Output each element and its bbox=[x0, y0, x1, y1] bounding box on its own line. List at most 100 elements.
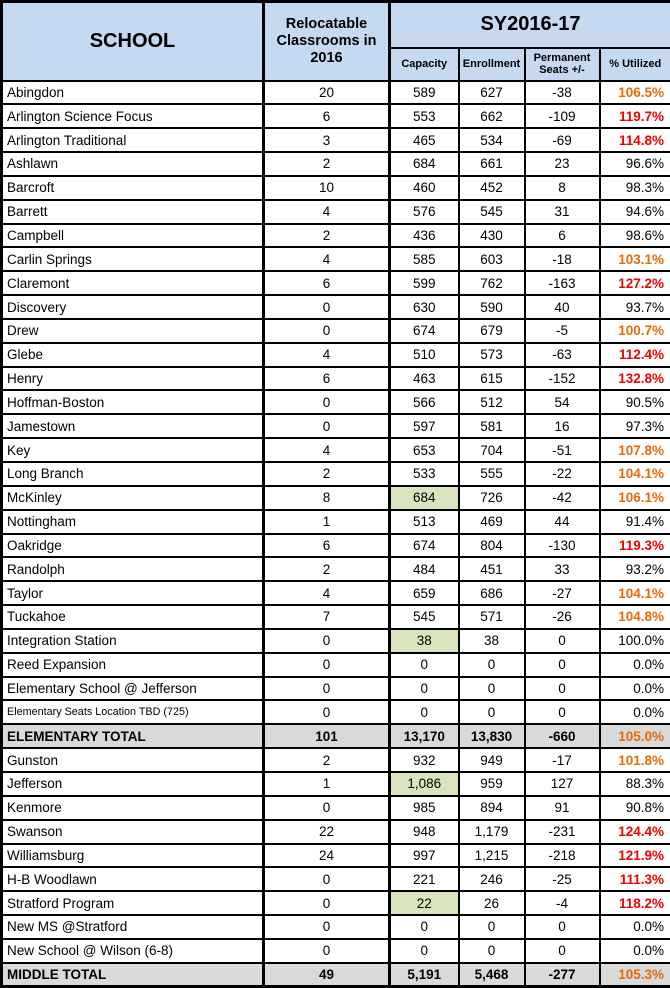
capacity-cell: 22 bbox=[390, 891, 459, 915]
permanent-seats-cell: -25 bbox=[525, 867, 600, 891]
capacity-cell: 674 bbox=[390, 534, 459, 558]
capacity-cell: 674 bbox=[390, 319, 459, 343]
enrollment-cell: 246 bbox=[459, 867, 525, 891]
school-name-cell: Kenmore bbox=[2, 796, 264, 820]
percent-utilized-cell: 100.7% bbox=[600, 319, 670, 343]
capacity-cell: 597 bbox=[390, 414, 459, 438]
permanent-seats-cell: -17 bbox=[525, 748, 600, 772]
school-name-cell: Oakridge bbox=[2, 534, 264, 558]
relocatable-classrooms-cell: 0 bbox=[264, 700, 390, 724]
school-name-cell: Campbell bbox=[2, 224, 264, 248]
enrollment-cell: 5,468 bbox=[459, 963, 525, 987]
percent-utilized-cell: 93.2% bbox=[600, 557, 670, 581]
capacity-cell: 948 bbox=[390, 820, 459, 844]
permanent-seats-cell: 54 bbox=[525, 390, 600, 414]
relocatable-classrooms-cell: 1 bbox=[264, 772, 390, 796]
enrollment-cell: 0 bbox=[459, 653, 525, 677]
column-header-enrollment: Enrollment bbox=[459, 48, 525, 81]
relocatable-classrooms-cell: 0 bbox=[264, 295, 390, 319]
percent-utilized-cell: 112.4% bbox=[600, 343, 670, 367]
percent-utilized-cell: 91.4% bbox=[600, 510, 670, 534]
school-name-cell: Gunston bbox=[2, 748, 264, 772]
permanent-seats-cell: 0 bbox=[525, 700, 600, 724]
capacity-cell: 684 bbox=[390, 152, 459, 176]
school-name-cell: MIDDLE TOTAL bbox=[2, 963, 264, 987]
percent-utilized-cell: 98.3% bbox=[600, 176, 670, 200]
school-name-cell: Drew bbox=[2, 319, 264, 343]
column-header-capacity: Capacity bbox=[390, 48, 459, 81]
permanent-seats-cell: 6 bbox=[525, 224, 600, 248]
relocatable-classrooms-cell: 2 bbox=[264, 152, 390, 176]
enrollment-cell: 581 bbox=[459, 414, 525, 438]
enrollment-cell: 959 bbox=[459, 772, 525, 796]
capacity-cell: 589 bbox=[390, 81, 459, 105]
percent-utilized-cell: 103.1% bbox=[600, 247, 670, 271]
percent-utilized-cell: 94.6% bbox=[600, 200, 670, 224]
permanent-seats-cell: -27 bbox=[525, 581, 600, 605]
permanent-seats-cell: 31 bbox=[525, 200, 600, 224]
enrollment-cell: 451 bbox=[459, 557, 525, 581]
enrollment-cell: 0 bbox=[459, 915, 525, 939]
capacity-cell: 585 bbox=[390, 247, 459, 271]
relocatable-classrooms-cell: 4 bbox=[264, 343, 390, 367]
relocatable-classrooms-cell: 0 bbox=[264, 653, 390, 677]
enrollment-cell: 627 bbox=[459, 81, 525, 105]
school-name-cell: Abingdon bbox=[2, 81, 264, 105]
school-name-cell: Hoffman-Boston bbox=[2, 390, 264, 414]
enrollment-cell: 26 bbox=[459, 891, 525, 915]
percent-utilized-cell: 119.3% bbox=[600, 534, 670, 558]
school-name-cell: Jefferson bbox=[2, 772, 264, 796]
permanent-seats-cell: 127 bbox=[525, 772, 600, 796]
permanent-seats-cell: 0 bbox=[525, 629, 600, 653]
permanent-seats-cell: -18 bbox=[525, 247, 600, 271]
relocatable-classrooms-cell: 0 bbox=[264, 867, 390, 891]
relocatable-classrooms-cell: 49 bbox=[264, 963, 390, 987]
permanent-seats-cell: 44 bbox=[525, 510, 600, 534]
column-header-percent-utilized: % Utilized bbox=[600, 48, 670, 81]
enrollment-cell: 949 bbox=[459, 748, 525, 772]
relocatable-classrooms-cell: 0 bbox=[264, 796, 390, 820]
percent-utilized-cell: 0.0% bbox=[600, 653, 670, 677]
permanent-seats-cell: 16 bbox=[525, 414, 600, 438]
school-name-cell: New MS @Stratford bbox=[2, 915, 264, 939]
relocatable-classrooms-cell: 0 bbox=[264, 319, 390, 343]
percent-utilized-cell: 118.2% bbox=[600, 891, 670, 915]
capacity-cell: 932 bbox=[390, 748, 459, 772]
school-name-cell: McKinley bbox=[2, 486, 264, 510]
enrollment-cell: 13,830 bbox=[459, 724, 525, 748]
percent-utilized-cell: 121.9% bbox=[600, 844, 670, 868]
enrollment-cell: 804 bbox=[459, 534, 525, 558]
relocatable-classrooms-cell: 0 bbox=[264, 891, 390, 915]
relocatable-classrooms-cell: 4 bbox=[264, 438, 390, 462]
percent-utilized-cell: 107.8% bbox=[600, 438, 670, 462]
school-name-cell: Discovery bbox=[2, 295, 264, 319]
school-name-cell: Elementary Seats Location TBD (725) bbox=[2, 700, 264, 724]
enrollment-cell: 686 bbox=[459, 581, 525, 605]
percent-utilized-cell: 100.0% bbox=[600, 629, 670, 653]
capacity-cell: 513 bbox=[390, 510, 459, 534]
capacity-cell: 997 bbox=[390, 844, 459, 868]
percent-utilized-cell: 0.0% bbox=[600, 700, 670, 724]
percent-utilized-cell: 93.7% bbox=[600, 295, 670, 319]
capacity-cell: 1,086 bbox=[390, 772, 459, 796]
school-name-cell: Barrett bbox=[2, 200, 264, 224]
percent-utilized-cell: 132.8% bbox=[600, 367, 670, 391]
capacity-cell: 460 bbox=[390, 176, 459, 200]
enrollment-cell: 662 bbox=[459, 104, 525, 128]
school-name-cell: Elementary School @ Jefferson bbox=[2, 677, 264, 701]
percent-utilized-cell: 106.1% bbox=[600, 486, 670, 510]
relocatable-classrooms-cell: 4 bbox=[264, 247, 390, 271]
permanent-seats-cell: 0 bbox=[525, 915, 600, 939]
enrollment-cell: 469 bbox=[459, 510, 525, 534]
capacity-cell: 5,191 bbox=[390, 963, 459, 987]
capacity-cell: 659 bbox=[390, 581, 459, 605]
percent-utilized-cell: 96.6% bbox=[600, 152, 670, 176]
